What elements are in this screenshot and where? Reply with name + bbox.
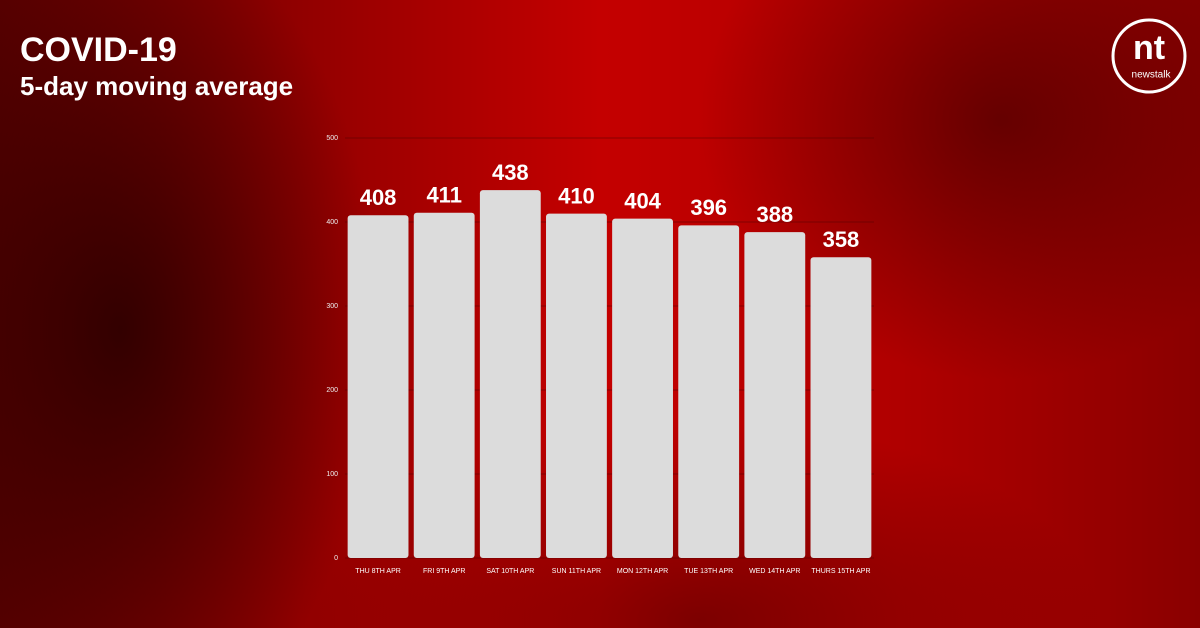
chart-title: COVID-19: [20, 31, 177, 69]
x-tick-label: THU 8TH APR: [355, 568, 401, 575]
y-tick-label: 100: [326, 471, 338, 478]
bar: [479, 190, 541, 558]
chart-subtitle: 5-day moving average: [20, 71, 293, 101]
bar: [347, 215, 409, 558]
y-tick-label: 300: [326, 303, 338, 310]
value-label: 410: [558, 183, 595, 208]
value-label: 404: [624, 188, 661, 213]
logo-ring: [1111, 18, 1187, 94]
x-tick-label: MON 12TH APR: [617, 568, 668, 575]
bar: [810, 257, 872, 558]
x-tick-label: SAT 10TH APR: [486, 568, 534, 575]
x-tick-label: FRI 9TH APR: [423, 568, 465, 575]
y-tick-label: 0: [334, 555, 338, 562]
x-tick-label: THURS 15TH APR: [811, 568, 870, 575]
value-label: 396: [690, 195, 727, 220]
x-tick-label: SUN 11TH APR: [552, 568, 601, 575]
bar: [612, 218, 673, 558]
logo-mark: nt: [1133, 29, 1165, 67]
value-label: 408: [360, 185, 397, 210]
value-label: 438: [492, 160, 529, 185]
bar: [744, 232, 806, 558]
bar: [413, 212, 475, 558]
value-label: 411: [426, 183, 462, 208]
value-label: 388: [756, 202, 793, 227]
y-tick-label: 500: [326, 135, 338, 142]
bar: [546, 213, 607, 558]
x-tick-label: TUE 13TH APR: [684, 568, 733, 575]
value-label: 358: [823, 227, 860, 252]
logo-text: newstalk: [1132, 70, 1172, 81]
y-tick-label: 200: [326, 387, 338, 394]
y-tick-label: 400: [326, 219, 338, 226]
bar: [678, 225, 740, 559]
x-tick-label: WED 14TH APR: [749, 568, 800, 575]
